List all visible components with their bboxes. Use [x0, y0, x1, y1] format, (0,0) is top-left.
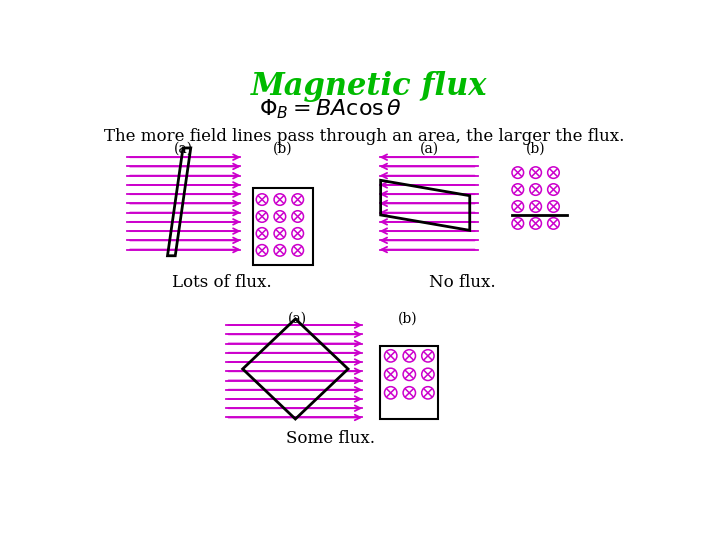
Text: Magnetic flux: Magnetic flux	[251, 71, 487, 102]
Bar	[253, 188, 313, 265]
Text: (b): (b)	[398, 311, 418, 325]
Text: (b): (b)	[526, 142, 546, 156]
Text: The more field lines pass through an area, the larger the flux.: The more field lines pass through an are…	[104, 128, 624, 145]
Text: Some flux.: Some flux.	[286, 430, 374, 447]
Text: No flux.: No flux.	[428, 274, 495, 291]
Text: (a): (a)	[288, 311, 307, 325]
Text: (b): (b)	[272, 142, 292, 156]
Text: (a): (a)	[420, 142, 439, 156]
Text: $\Phi_B = BA\cos\theta$: $\Phi_B = BA\cos\theta$	[258, 97, 402, 121]
Bar	[380, 346, 438, 419]
Text: (a): (a)	[174, 142, 192, 156]
Text: Lots of flux.: Lots of flux.	[172, 274, 271, 291]
